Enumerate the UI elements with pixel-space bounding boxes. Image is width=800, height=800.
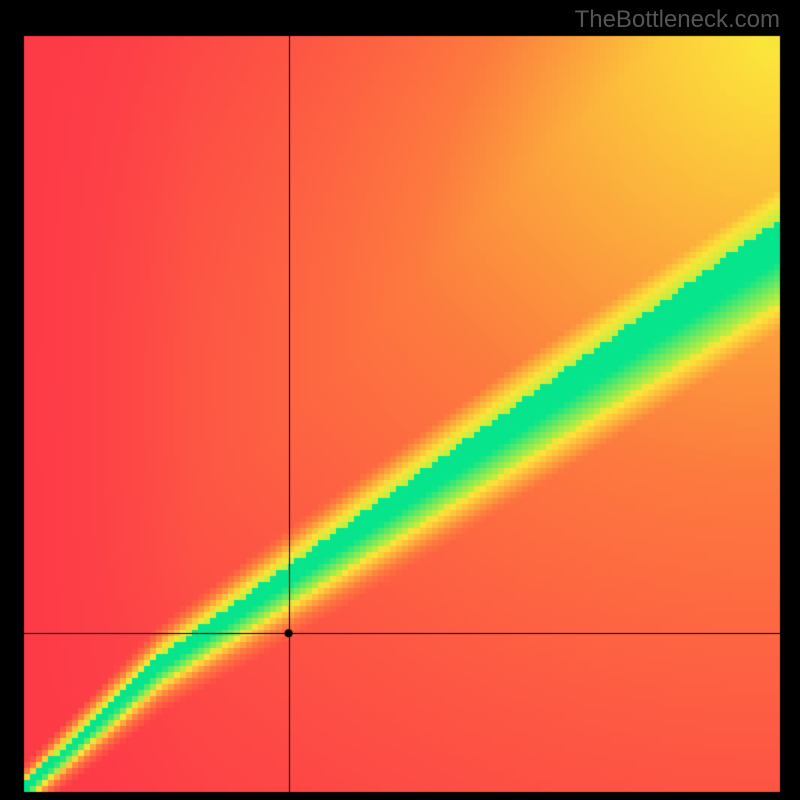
- watermark-text: TheBottleneck.com: [575, 6, 780, 34]
- bottleneck-heatmap-canvas: [0, 0, 800, 800]
- root-container: TheBottleneck.com: [0, 0, 800, 800]
